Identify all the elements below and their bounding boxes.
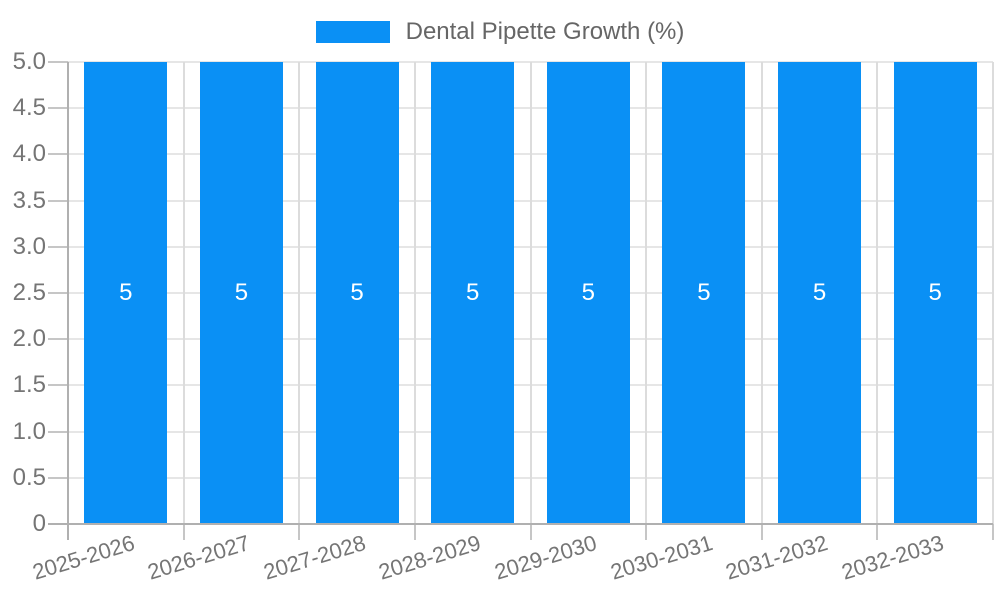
bar[interactable]: 5 [546, 62, 630, 524]
bar-value-label: 5 [350, 279, 364, 306]
y-axis-tick [48, 245, 68, 248]
gridline-vertical [876, 62, 879, 524]
bar-value-label: 5 [812, 279, 827, 306]
bar[interactable]: 5 [199, 62, 283, 524]
bar-value-label: 5 [581, 279, 595, 306]
bar-value-label: 5 [119, 279, 133, 306]
gridline-vertical [992, 62, 994, 524]
x-axis-tick [182, 524, 185, 540]
x-axis-tick [413, 524, 416, 540]
bar[interactable]: 5 [84, 62, 168, 524]
y-axis-tick-label: 4.5 [12, 94, 46, 122]
y-axis-tick-label: 0.5 [12, 463, 46, 491]
y-axis-tick [48, 61, 68, 63]
gridline-vertical [298, 62, 301, 524]
bar[interactable]: 5 [431, 62, 515, 524]
x-axis-tick [992, 524, 994, 540]
x-axis-category-label: 2028-2029 [376, 530, 484, 585]
y-axis-tick [48, 476, 68, 479]
x-axis-category-label: 2026-2027 [144, 530, 253, 585]
bar-value-label: 5 [697, 279, 711, 306]
y-axis-tick-label: 1.0 [12, 417, 46, 445]
y-axis-tick-label: 4.0 [12, 140, 46, 168]
y-axis-tick-label: 2.0 [12, 325, 46, 353]
bar[interactable]: 5 [778, 62, 862, 524]
x-axis-tick [298, 524, 301, 540]
gridline-vertical [413, 62, 416, 524]
x-axis-category-label: 2029-2030 [491, 530, 600, 585]
bar-value-label: 5 [466, 279, 480, 306]
bar[interactable]: 5 [662, 62, 746, 524]
x-axis-category-label: 2031-2032 [722, 530, 831, 585]
legend-label: Dental Pipette Growth (%) [405, 18, 685, 45]
x-axis-category-label: 2027-2028 [260, 530, 369, 585]
gridline-vertical [529, 62, 532, 524]
bar-value-label: 5 [928, 279, 942, 306]
gridline-vertical [182, 62, 185, 524]
x-axis-tick [645, 524, 648, 540]
y-axis-tick [48, 384, 68, 387]
y-axis-tick [48, 338, 68, 341]
bar[interactable]: 5 [315, 62, 399, 524]
y-axis-tick-label: 2.5 [12, 279, 46, 306]
gridline-vertical [760, 62, 763, 524]
y-axis-tick [48, 292, 68, 294]
y-axis-tick [48, 107, 68, 110]
x-axis-tick [876, 524, 879, 540]
y-axis-tick [48, 430, 68, 433]
y-axis-tick [48, 199, 68, 202]
y-axis-line [67, 62, 69, 540]
y-axis-tick-label: 1.5 [12, 371, 46, 399]
legend-swatch [315, 21, 390, 43]
gridline-vertical [645, 62, 648, 524]
x-axis-tick [760, 524, 763, 540]
y-axis-tick-label: 3.0 [12, 232, 46, 260]
x-axis-category-label: 2030-2031 [607, 530, 716, 585]
y-axis-tick-label: 3.5 [12, 186, 46, 214]
legend: Dental Pipette Growth (%) [0, 18, 1000, 46]
x-axis-category-label: 2032-2033 [838, 530, 947, 585]
y-axis-tick-label: 5.0 [12, 48, 46, 75]
x-axis-category-label: 2025-2026 [29, 530, 138, 585]
y-axis-tick-label: 0 [32, 510, 46, 537]
x-axis-tick [529, 524, 532, 540]
bar[interactable]: 5 [893, 62, 977, 524]
bar-value-label: 5 [234, 279, 249, 306]
x-axis-line [48, 523, 993, 525]
y-axis-tick [48, 153, 68, 156]
